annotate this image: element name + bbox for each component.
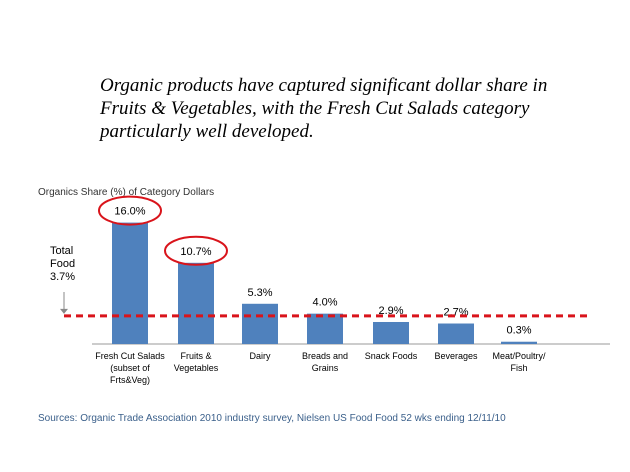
category-label-0: Fresh Cut Salads (subset of Frts&Veg) [95, 351, 165, 385]
bar-4 [373, 321, 409, 344]
category-label-1: Fruits & Vegetables [174, 351, 219, 373]
source-note: Sources: Organic Trade Association 2010 … [38, 413, 506, 424]
bar-5 [438, 323, 474, 344]
bar-2 [242, 303, 278, 344]
highlight-circle-0 [98, 195, 162, 226]
reference-line-label: Total Food 3.7% [50, 245, 75, 283]
chart-title: Organics Share (%) of Category Dollars [38, 187, 215, 198]
category-label-2: Dairy [249, 351, 271, 361]
data-label-3: 4.0% [312, 297, 337, 309]
bar-3 [307, 313, 343, 344]
data-label-2: 5.3% [247, 287, 272, 299]
data-label-6: 0.3% [506, 325, 531, 337]
headline: Organic products have captured significa… [100, 75, 548, 142]
reference-pointer-arrowhead [60, 308, 68, 314]
category-label-4: Snack Foods [365, 351, 418, 361]
bar-1 [178, 262, 214, 344]
category-label-3: Breads and Grains [302, 351, 348, 373]
category-label-5: Beverages [434, 351, 478, 361]
highlight-circle-1 [164, 235, 228, 266]
data-label-4: 2.9% [378, 305, 403, 317]
data-label-1: 10.7% [180, 246, 211, 258]
category-label-6: Meat/Poultry/Fish [492, 351, 546, 373]
bar-6 [501, 341, 537, 344]
data-label-0: 16.0% [114, 206, 145, 218]
bar-0 [112, 222, 148, 344]
